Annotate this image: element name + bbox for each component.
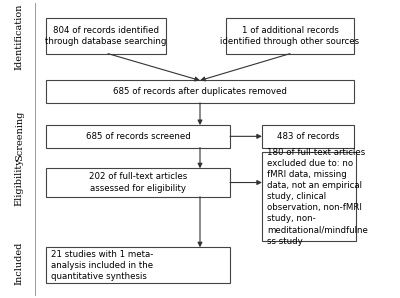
FancyBboxPatch shape: [46, 18, 166, 54]
Text: 21 studies with 1 meta-
analysis included in the
quantitative synthesis: 21 studies with 1 meta- analysis include…: [51, 250, 153, 281]
Text: Included: Included: [15, 242, 24, 285]
FancyBboxPatch shape: [262, 125, 354, 148]
FancyBboxPatch shape: [226, 18, 354, 54]
Text: Eligibility: Eligibility: [15, 158, 24, 206]
FancyBboxPatch shape: [46, 80, 354, 103]
Text: 202 of full-text articles
assessed for eligibility: 202 of full-text articles assessed for e…: [89, 173, 187, 193]
Text: 483 of records: 483 of records: [277, 132, 339, 141]
Text: 685 of records screened: 685 of records screened: [86, 132, 190, 141]
Text: 804 of records identified
through database searching: 804 of records identified through databa…: [45, 26, 167, 46]
Text: Identification: Identification: [15, 4, 24, 70]
FancyBboxPatch shape: [46, 247, 230, 283]
Text: 685 of records after duplicates removed: 685 of records after duplicates removed: [113, 87, 287, 96]
Text: 180 of full-text articles
excluded due to: no
fMRI data, missing
data, not an em: 180 of full-text articles excluded due t…: [267, 148, 368, 246]
FancyBboxPatch shape: [46, 168, 230, 197]
FancyBboxPatch shape: [46, 125, 230, 148]
Text: Screening: Screening: [15, 110, 24, 161]
FancyBboxPatch shape: [262, 152, 356, 241]
Text: 1 of additional records
identified through other sources: 1 of additional records identified throu…: [220, 26, 360, 46]
